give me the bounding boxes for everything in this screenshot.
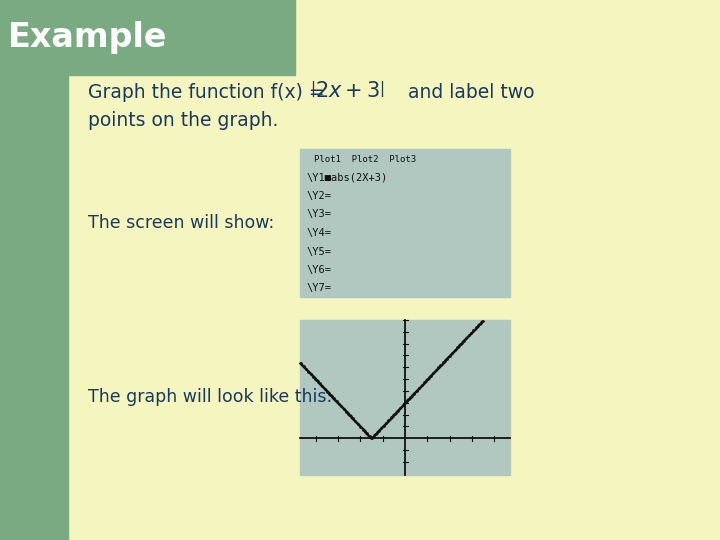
Text: points on the graph.: points on the graph. bbox=[88, 111, 279, 130]
Text: Graph the function f(x) =: Graph the function f(x) = bbox=[88, 83, 325, 102]
Text: The graph will look like this:: The graph will look like this: bbox=[88, 388, 332, 407]
Text: and label two: and label two bbox=[390, 83, 534, 102]
Text: \Y5=: \Y5= bbox=[306, 246, 331, 256]
Bar bbox=[0, 0, 68, 540]
Text: $\left|2x+3\right|$: $\left|2x+3\right|$ bbox=[310, 81, 384, 101]
Text: Example: Example bbox=[8, 22, 168, 55]
Text: \Y1■abs(2X+3): \Y1■abs(2X+3) bbox=[306, 172, 387, 183]
Text: \Y6=: \Y6= bbox=[306, 265, 331, 275]
Bar bbox=[300, 320, 510, 475]
Text: \Y3=: \Y3= bbox=[306, 210, 331, 219]
Text: The screen will show:: The screen will show: bbox=[88, 214, 274, 232]
Text: \Y4=: \Y4= bbox=[306, 228, 331, 238]
Bar bbox=[300, 149, 510, 297]
Text: Plot1  Plot2  Plot3: Plot1 Plot2 Plot3 bbox=[314, 154, 416, 164]
Bar bbox=[0, 0, 295, 75]
Text: \Y7=: \Y7= bbox=[306, 284, 331, 294]
Text: \Y2=: \Y2= bbox=[306, 191, 331, 201]
